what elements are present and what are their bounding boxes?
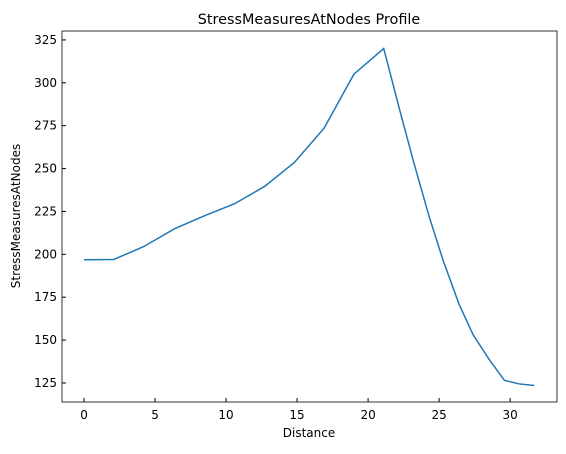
y-tick-label: 225	[34, 204, 57, 218]
y-tick-label: 325	[34, 33, 57, 47]
y-tick-label: 275	[34, 119, 57, 133]
y-tick-label: 250	[34, 162, 57, 176]
x-tick-label: 25	[431, 408, 446, 422]
x-tick-label: 30	[502, 408, 517, 422]
y-axis-label: StressMeasuresAtNodes	[9, 144, 23, 288]
y-tick-label: 175	[34, 290, 57, 304]
plot-frame	[61, 30, 558, 403]
x-tick-label: 0	[80, 408, 88, 422]
y-tick-label: 150	[34, 333, 57, 347]
x-axis-label: Distance	[283, 426, 335, 440]
x-tick-label: 5	[151, 408, 159, 422]
x-tick-label: 10	[218, 408, 233, 422]
y-tick-label: 125	[34, 376, 57, 390]
x-tick-label: 20	[360, 408, 375, 422]
data-line	[84, 47, 535, 387]
y-tick-label: 300	[34, 76, 57, 90]
y-tick-label: 200	[34, 247, 57, 261]
chart-title: StressMeasuresAtNodes Profile	[198, 12, 421, 28]
x-tick-label: 15	[289, 408, 304, 422]
